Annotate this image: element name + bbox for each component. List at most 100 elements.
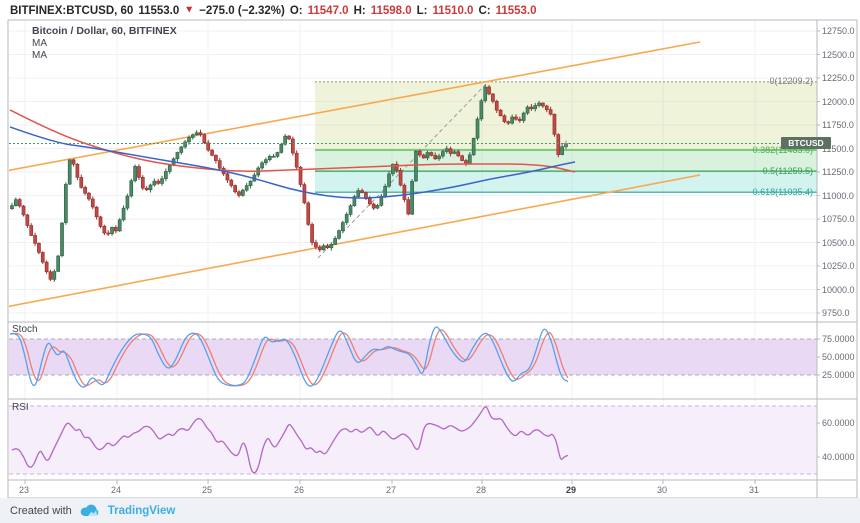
candle (421, 153, 426, 159)
time-tick-label: 31 (749, 485, 760, 495)
candle (337, 229, 341, 240)
candle (98, 215, 103, 229)
candle (502, 114, 507, 124)
candle (264, 157, 268, 166)
time-tick-label: 29 (566, 485, 577, 495)
candle (225, 171, 230, 183)
ascending-channel[interactable] (0, 41, 701, 308)
candle (548, 106, 553, 116)
candle (460, 154, 464, 162)
candle (452, 149, 457, 155)
candle (40, 251, 45, 265)
candle (137, 164, 141, 180)
candle (125, 193, 130, 211)
tradingview-brand-link[interactable]: TradingView (107, 504, 176, 517)
candle (514, 114, 518, 121)
fib-level-label: 0.5(11259.5) (762, 165, 813, 176)
header-low-value: 11510.0 (432, 4, 474, 17)
candle (321, 243, 326, 251)
legend-ma-slow[interactable]: MA (32, 50, 47, 61)
candle (506, 120, 511, 126)
candle (437, 153, 441, 161)
candle (94, 205, 99, 220)
candle (425, 150, 430, 161)
candle (13, 197, 18, 207)
candle (371, 202, 376, 211)
rsi-tick-label: 60.0000 (822, 418, 855, 428)
price-tick-label: 11250.0 (822, 167, 854, 177)
rsi-pane[interactable] (9, 405, 820, 475)
rsi-pane-label[interactable]: RSI (12, 402, 29, 413)
fib-zone (315, 150, 817, 172)
candle (287, 135, 291, 141)
candle (67, 159, 72, 186)
stoch-pane[interactable] (9, 326, 820, 388)
candle (237, 190, 241, 198)
rsi-line (11, 406, 569, 474)
candle (214, 154, 218, 164)
candle (560, 144, 565, 156)
candle (148, 183, 153, 193)
ma-blue-line (9, 126, 576, 199)
candle (202, 133, 207, 145)
candle (429, 151, 434, 157)
candle (294, 150, 299, 170)
candle (79, 174, 84, 189)
candle (290, 136, 295, 156)
time-axis[interactable] (24, 480, 756, 484)
candle (117, 218, 122, 233)
created-with-text: Created with (10, 504, 72, 517)
candle (52, 269, 57, 282)
candle (121, 205, 126, 222)
stoch-pane-label[interactable]: Stoch (12, 324, 38, 335)
time-tick-label: 24 (111, 485, 122, 495)
price-tick-label: 11500.0 (822, 143, 854, 154)
legend-ma-fast[interactable]: MA (32, 38, 47, 49)
candle (471, 137, 476, 156)
legend-symbol-title[interactable]: Bitcoin / Dollar, 60, BITFINEX (32, 25, 177, 37)
pane-borders (7, 19, 858, 499)
candle (498, 108, 503, 117)
candle (102, 224, 107, 236)
time-tick-label: 23 (19, 485, 30, 495)
fib-level-label: 0.382(11483.6) (752, 144, 813, 155)
price-tick-label: 9750.0 (822, 308, 850, 318)
header-close-label: C: (478, 4, 491, 17)
candle (317, 245, 322, 253)
candle (360, 188, 364, 194)
stoch-tick-label: 25.0000 (822, 370, 855, 380)
candle (167, 164, 172, 174)
main-price-pane[interactable] (0, 41, 817, 308)
header-low-label: L: (416, 4, 428, 17)
price-tick-label: 11750.0 (822, 120, 854, 130)
candle (402, 183, 407, 203)
price-tick-label: 11000.0 (822, 190, 854, 201)
candle (329, 242, 334, 251)
candle (479, 98, 484, 122)
candle (433, 152, 438, 160)
header-high-label: H: (353, 4, 366, 17)
price-tick-label: 10750.0 (822, 214, 855, 224)
time-tick-label: 30 (657, 485, 668, 495)
candle (544, 104, 549, 113)
candle (398, 167, 403, 187)
last-bar-marker (563, 140, 569, 147)
candle (129, 178, 134, 198)
time-tick-label: 25 (202, 485, 213, 495)
candle (229, 178, 234, 188)
candle (494, 99, 499, 113)
candle (217, 157, 222, 171)
header-high-value: 11598.0 (370, 4, 412, 17)
candle (348, 204, 353, 217)
candle (60, 222, 64, 258)
candle (275, 151, 280, 158)
candle (364, 191, 368, 200)
candle (144, 186, 149, 191)
candle (333, 236, 338, 246)
candle (114, 225, 118, 234)
fib-level-label: 0(12209.2) (769, 76, 813, 87)
tradingview-cloud-icon (80, 504, 99, 516)
candle (352, 194, 357, 207)
